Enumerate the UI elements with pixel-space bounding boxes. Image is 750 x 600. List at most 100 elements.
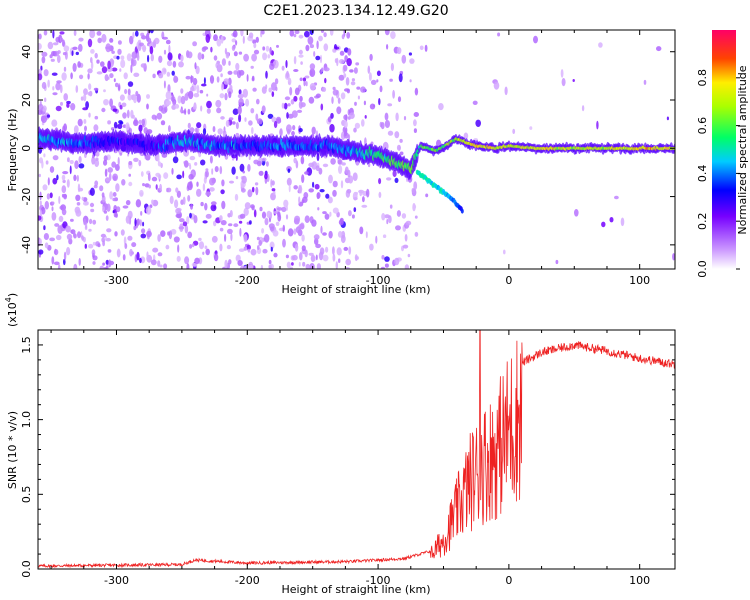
noise-speck [224,92,228,101]
noise-speck [107,120,111,125]
noise-speck [184,108,187,115]
noise-speck [293,157,298,164]
noise-speck [127,81,134,87]
noise-speck [182,170,185,179]
noise-speck [149,46,154,55]
noise-speck [138,119,142,124]
noise-speck [287,168,291,173]
noise-speck [305,81,308,87]
noise-speck [243,246,248,251]
noise-speck [96,59,100,64]
spectrogram-y-ticks: -40 -20 0 20 40 [20,45,675,254]
snr-series [38,330,675,569]
noise-speck [47,79,50,88]
noise-speck [136,93,141,103]
noise-speck [173,74,176,83]
noise-speck [388,215,392,224]
noise-speck [367,65,371,74]
noise-speck [72,46,78,50]
colorbar [712,30,736,269]
noise-speck [354,101,357,106]
noise-speck [202,183,206,192]
noise-speck [85,101,89,109]
noise-speck [109,98,113,107]
noise-speck [148,184,151,189]
noise-speck [243,234,248,243]
noise-speck [292,254,298,261]
noise-speck [63,93,68,101]
noise-speck [114,231,118,237]
noise-speck [78,43,83,52]
noise-speck [319,189,325,193]
x-tick-label: -200 [235,274,260,287]
noise-speck [291,131,295,136]
noise-speck [403,116,407,121]
noise-speck [260,265,263,269]
noise-speck [163,263,168,269]
noise-speck [107,167,113,173]
noise-speck [405,220,412,226]
x-tick-label: 100 [629,574,650,587]
noise-speck [298,100,303,109]
noise-speck [298,184,302,194]
noise-speck [165,244,170,250]
noise-speck [235,62,240,71]
noise-speck [249,220,252,225]
noise-speck [144,183,150,188]
noise-speck [220,220,227,226]
noise-speck [175,208,182,214]
noise-speck [52,42,59,46]
noise-speck [316,40,319,50]
noise-speck [309,83,316,91]
noise-speck [240,265,246,269]
snr-y-axis-label: SNR (10 * v/v) [6,411,19,489]
x-tick-label: -300 [104,574,129,587]
noise-speck [136,251,140,261]
noise-speck [262,46,266,51]
noise-speck [58,195,61,205]
noise-speck [57,55,61,63]
noise-speck [238,114,242,123]
noise-speck [231,45,236,51]
noise-speck [289,30,295,37]
noise-speck [115,183,120,192]
noise-speck [221,200,226,210]
noise-speck [493,81,500,90]
noise-speck [57,50,61,54]
noise-speck [204,202,208,211]
noise-speck [271,82,277,91]
noise-speck [83,93,87,102]
noise-speck [133,225,137,231]
noise-speck [100,233,106,238]
noise-speck [414,231,419,237]
noise-speck [293,56,297,65]
noise-speck [95,151,100,157]
noise-speck [251,186,255,193]
noise-speck [52,155,59,161]
noise-speck [247,189,253,198]
noise-speck [60,101,63,106]
noise-speck [251,53,257,62]
noise-speck [97,37,102,44]
noise-speck [50,58,55,62]
noise-speck [369,103,376,110]
noise-speck [346,32,351,39]
noise-speck [398,73,403,83]
colorbar-tick-label: 0.0 [696,260,709,278]
noise-speck [119,94,125,101]
noise-speck [66,247,71,256]
noise-speck [77,61,81,68]
noise-speck [39,238,42,245]
noise-speck [274,78,279,85]
noise-speck [381,254,385,260]
noise-speck [298,54,304,58]
noise-speck [248,32,254,39]
noise-speck [360,86,366,93]
noise-speck [109,73,114,79]
noise-speck [291,262,294,266]
noise-speck [55,105,62,112]
noise-speck [321,67,324,73]
noise-speck [177,244,180,253]
noise-speck [52,177,58,185]
noise-speck [107,60,111,70]
